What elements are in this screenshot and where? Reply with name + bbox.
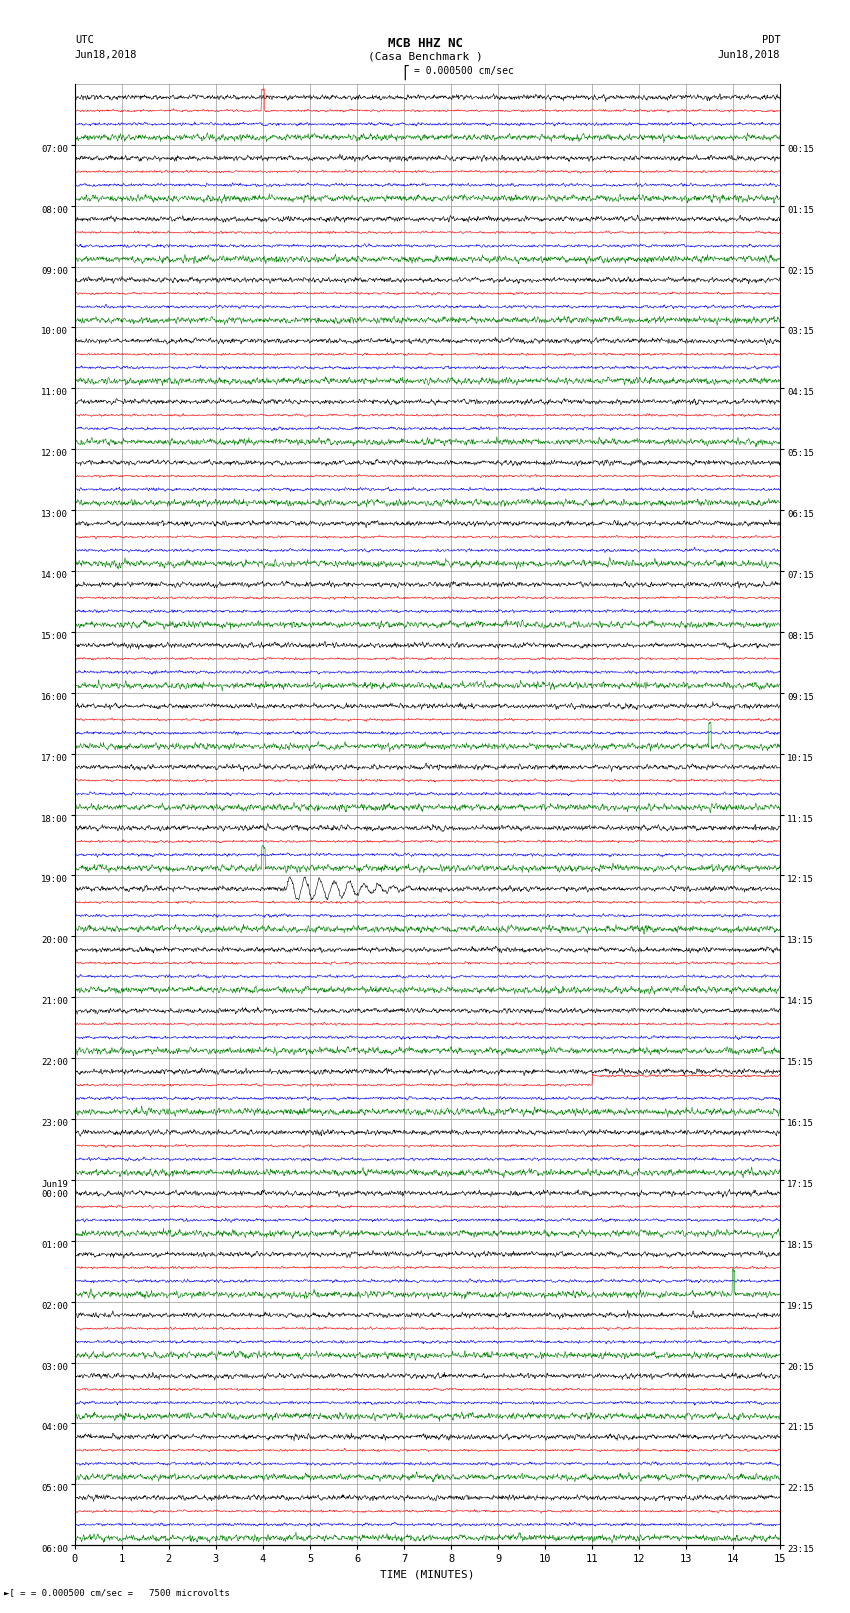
Text: Jun18,2018: Jun18,2018 <box>75 50 138 60</box>
Text: Jun18,2018: Jun18,2018 <box>717 50 780 60</box>
Text: PDT: PDT <box>762 35 780 45</box>
Text: (Casa Benchmark ): (Casa Benchmark ) <box>367 52 483 61</box>
Text: ⎡: ⎡ <box>403 65 410 79</box>
Text: = 0.000500 cm/sec: = 0.000500 cm/sec <box>414 66 513 76</box>
Text: ►[ = = 0.000500 cm/sec =   7500 microvolts: ►[ = = 0.000500 cm/sec = 7500 microvolts <box>4 1587 230 1597</box>
Text: MCB HHZ NC: MCB HHZ NC <box>388 37 462 50</box>
X-axis label: TIME (MINUTES): TIME (MINUTES) <box>380 1569 475 1579</box>
Text: UTC: UTC <box>75 35 94 45</box>
